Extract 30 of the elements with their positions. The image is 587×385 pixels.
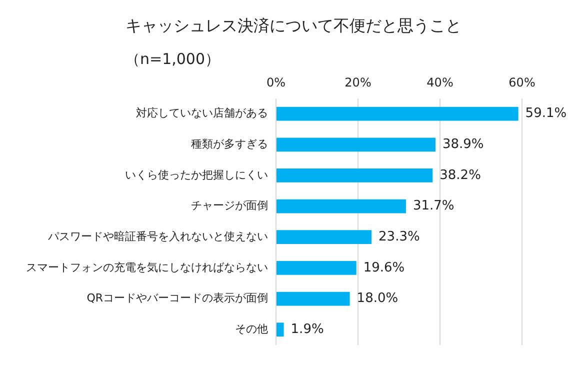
bar xyxy=(276,138,436,152)
data-label: 1.9% xyxy=(290,322,324,337)
data-label: 59.1% xyxy=(525,106,567,122)
bar xyxy=(276,261,356,275)
data-label: 23.3% xyxy=(378,229,420,244)
y-tick-label: チャージが面倒 xyxy=(191,199,268,212)
data-label: 18.0% xyxy=(356,291,398,306)
y-tick-label: スマートフォンの充電を気にしなければならない xyxy=(26,260,268,274)
y-tick-label: QRコードやバーコードの表示が面倒 xyxy=(86,292,268,305)
bar xyxy=(276,168,433,182)
data-label: 31.7% xyxy=(412,198,454,214)
bar xyxy=(276,230,372,244)
bar xyxy=(276,106,518,121)
y-tick-label: 種類が多すぎる xyxy=(191,137,268,150)
y-tick-label: 対応していない店舗がある xyxy=(136,106,268,120)
chart-subtitle: （n=1,000） xyxy=(125,50,220,69)
x-tick-label: 60% xyxy=(508,75,536,90)
y-tick-label: その他 xyxy=(235,322,268,336)
y-tick-label: いくら使ったか把握しにくい xyxy=(125,168,268,182)
bar xyxy=(276,292,350,306)
chart-title: キャッシュレス決済について不便だと思うこと xyxy=(124,16,462,37)
data-label: 38.9% xyxy=(442,137,484,152)
bar xyxy=(276,322,284,337)
x-tick-label: 20% xyxy=(344,75,372,90)
data-label: 38.2% xyxy=(440,168,481,183)
x-tick-label: 0% xyxy=(266,75,286,90)
data-label: 19.6% xyxy=(363,260,405,276)
bar xyxy=(276,199,406,214)
y-tick-label: パスワードや暗証番号を入れないと使えない xyxy=(47,230,268,243)
x-tick-label: 40% xyxy=(426,75,454,90)
